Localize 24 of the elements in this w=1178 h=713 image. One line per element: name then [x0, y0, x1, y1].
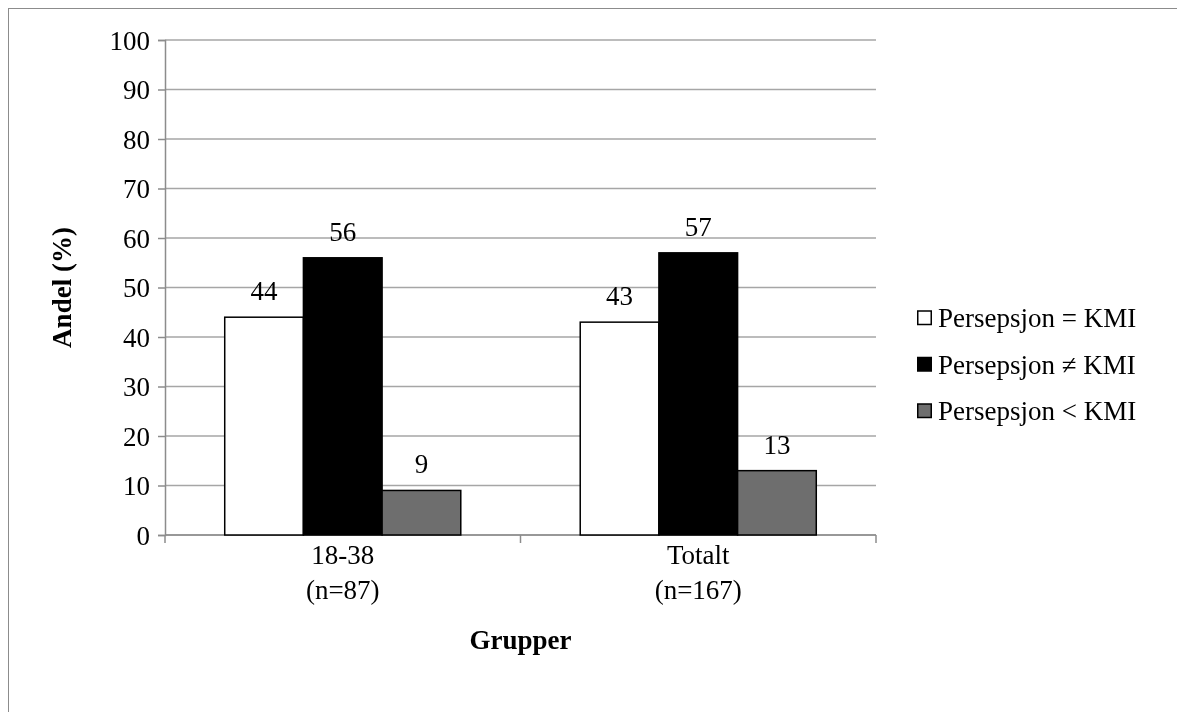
- y-tick-label: 30: [123, 372, 150, 403]
- legend-label: Persepsjon < KMI: [938, 396, 1137, 426]
- data-label: 56: [329, 216, 357, 247]
- x-tick-label: 18-38 (n=87): [305, 540, 380, 605]
- data-label: 44: [250, 276, 279, 307]
- data-label: 57: [684, 211, 712, 242]
- y-tick-label: 80: [123, 124, 150, 155]
- legend-label: Persepsjon ≠ KMI: [938, 349, 1136, 380]
- x-axis-title: Grupper: [469, 625, 572, 655]
- data-label: 9: [414, 449, 429, 480]
- y-tick-label: 100: [109, 25, 150, 56]
- y-tick-label: 10: [123, 471, 150, 502]
- y-tick-label: 40: [123, 322, 150, 353]
- y-tick-label: 70: [123, 174, 150, 205]
- y-tick-label: 0: [136, 520, 150, 551]
- y-tick-label: 60: [123, 223, 150, 254]
- y-tick-label: 90: [123, 75, 150, 106]
- y-tick-label: 20: [123, 421, 150, 452]
- data-label: 43: [606, 281, 634, 312]
- y-axis-title: Andel (%): [47, 227, 77, 348]
- x-tick-label: Totalt (n=167): [654, 540, 742, 605]
- y-tick-label: 50: [123, 273, 150, 304]
- legend-label: Persepsjon = KMI: [938, 303, 1137, 333]
- data-label: 13: [763, 429, 791, 460]
